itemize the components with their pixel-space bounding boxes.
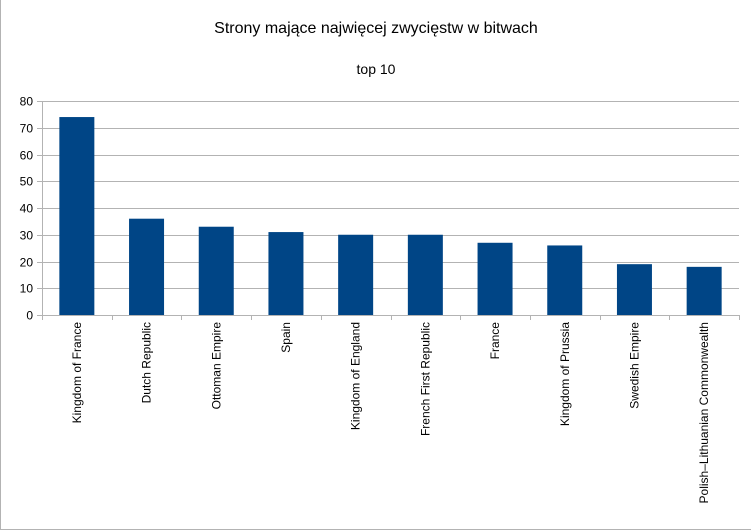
y-tick-label: 30 (20, 229, 34, 243)
x-tick-label: Spain (279, 322, 293, 353)
bar (59, 117, 95, 315)
bar (198, 226, 234, 315)
bar (616, 264, 652, 315)
y-tick-label: 20 (20, 256, 34, 270)
bars (59, 117, 722, 315)
x-tick-label: Polish–Lithuanian Commonwealth (697, 322, 711, 503)
tick-labels: 0 10 20 30 40 50 60 70 80 Kingdom of France Dutch … (20, 95, 712, 504)
x-tick-label: Ottoman Empire (209, 322, 223, 410)
axes (37, 101, 740, 320)
y-tick-label: 0 (26, 309, 33, 323)
bar (407, 234, 443, 315)
y-tick-label: 60 (20, 149, 34, 163)
bar (547, 245, 583, 315)
x-tick-label: France (488, 322, 502, 360)
chart-title: Strony mające najwięcej zwycięstw w bitw… (214, 20, 538, 37)
y-tick-label: 50 (20, 175, 34, 189)
y-tick-label: 70 (20, 122, 34, 136)
bar (268, 232, 304, 315)
x-tick-label: Kingdom of Prussia (558, 322, 572, 426)
bar (129, 218, 165, 315)
bar (686, 266, 722, 315)
chart-subtitle: top 10 (356, 61, 396, 77)
x-tick-label: Kingdom of France (70, 322, 84, 424)
bar (338, 234, 374, 315)
bar (477, 242, 513, 315)
x-tick-label: Swedish Empire (627, 322, 641, 409)
y-tick-label: 40 (20, 202, 34, 216)
x-tick-label: Dutch Republic (140, 322, 154, 403)
y-tick-label: 10 (20, 282, 34, 296)
x-tick-label: French First Republic (418, 322, 432, 436)
y-tick-label: 80 (20, 95, 34, 109)
x-tick-label: Kingdom of England (349, 322, 363, 430)
